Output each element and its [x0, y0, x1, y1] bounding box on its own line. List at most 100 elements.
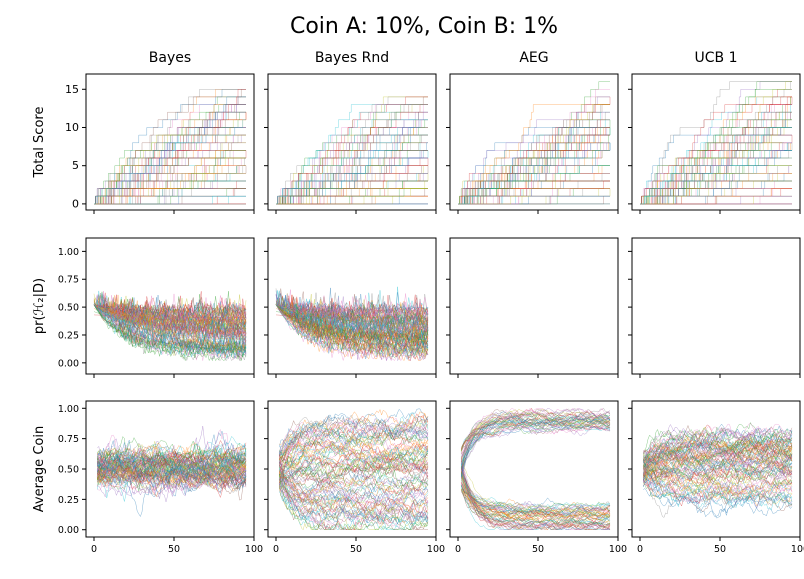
- series-line-run-69: [276, 150, 429, 205]
- series-line-run-91: [276, 195, 428, 205]
- series-line-run-47: [94, 195, 246, 205]
- figure-title: Coin A: 10%, Coin B: 1%: [290, 14, 558, 39]
- axes-frame: [85, 73, 255, 211]
- series-line-run-98: [275, 304, 429, 357]
- series-lines: [642, 421, 793, 519]
- series-line-run-79: [94, 180, 246, 205]
- series-line-run-18: [640, 119, 792, 205]
- series-line-run-47: [458, 180, 610, 205]
- series-line-run-64: [276, 165, 428, 205]
- series-line-run-57: [94, 89, 246, 205]
- series-line-run-87: [279, 418, 429, 465]
- series-line-run-87: [276, 134, 428, 205]
- series-line-run-75: [640, 134, 792, 205]
- series-line-run-80: [643, 486, 793, 519]
- series-lines: [275, 286, 429, 362]
- series-line-run-62: [94, 104, 246, 205]
- series-line-run-48: [640, 180, 792, 205]
- series-line-run-81: [94, 150, 246, 205]
- series-line-run-76: [643, 466, 793, 505]
- series-line-run-55: [276, 195, 428, 205]
- series-line-run-79: [278, 473, 429, 496]
- series-lines: [458, 81, 611, 205]
- series-line-run-5: [458, 195, 610, 205]
- series-line-run-74: [640, 195, 792, 205]
- series-line-run-89: [276, 119, 428, 205]
- column-title: Bayes Rnd: [315, 50, 389, 66]
- series-line-run-93: [278, 454, 429, 514]
- series-line-run-98: [458, 188, 610, 205]
- series-line-run-68: [276, 195, 428, 205]
- series-line-run-56: [643, 451, 793, 476]
- series-line-run-65: [276, 165, 429, 205]
- series-lines: [278, 408, 429, 531]
- series-line-run-80: [458, 134, 610, 205]
- series-line-run-52: [276, 150, 428, 205]
- axes-frame: [631, 73, 801, 211]
- series-line-run-20: [458, 180, 610, 205]
- panel-r1-c1: [264, 237, 437, 378]
- series-line-run-80: [460, 411, 611, 477]
- series-line-run-72: [458, 165, 610, 205]
- series-line-run-88: [278, 442, 429, 478]
- series-line-run-56: [279, 438, 429, 465]
- series-line-run-30: [276, 119, 428, 205]
- y-tick-label: 1.00: [58, 247, 79, 258]
- series-line-run-94: [94, 104, 246, 205]
- y-tick-label: 1.00: [58, 404, 79, 415]
- series-line-run-12: [643, 426, 793, 453]
- series-line-run-58: [458, 150, 610, 205]
- series-line-run-89: [458, 165, 610, 205]
- series-line-run-14: [458, 134, 610, 205]
- panel-r2-c0: 0.00 0.25 0.50 0.75 1.00 0 50 100 Average Coin: [32, 400, 263, 555]
- series-line-run-94: [460, 460, 610, 531]
- series-line-run-56: [276, 104, 428, 205]
- series-line-run-73: [279, 454, 429, 481]
- series-line-run-26: [460, 407, 611, 475]
- series-line-run-13: [94, 150, 247, 205]
- series-line-run-7: [458, 104, 610, 205]
- series-line-run-99: [97, 457, 247, 481]
- series-line-run-71: [94, 104, 246, 205]
- series-line-run-92: [94, 180, 246, 205]
- series-line-run-93: [642, 460, 793, 488]
- series-line-run-99: [460, 421, 611, 467]
- panel-r2-c2: 0 50 100: [446, 400, 627, 555]
- series-line-run-82: [276, 134, 428, 205]
- series-line-run-82: [458, 165, 610, 205]
- series-lines: [96, 425, 247, 518]
- series-line-run-97: [460, 410, 611, 458]
- series-line-run-65: [94, 134, 246, 205]
- series-line-run-95: [275, 300, 429, 341]
- series-line-run-69: [640, 150, 792, 205]
- series-line-run-18: [94, 119, 246, 205]
- series-line-run-89: [93, 303, 247, 359]
- series-line-run-78: [460, 418, 611, 451]
- series-line-run-70: [640, 119, 792, 205]
- series-line-run-24: [94, 134, 246, 205]
- y-tick-label: 0.00: [58, 358, 79, 369]
- series-line-run-71: [460, 484, 611, 519]
- series-line-run-95: [460, 479, 611, 531]
- series-line-run-45: [276, 195, 428, 205]
- y-tick-label: 0.25: [58, 330, 79, 341]
- series-line-run-86: [276, 134, 428, 205]
- series-line-run-97: [94, 104, 246, 205]
- series-line-run-32: [276, 180, 428, 205]
- series-line-run-70: [278, 486, 429, 525]
- series-line-run-62: [278, 473, 429, 531]
- y-tick-label: 0.25: [58, 495, 79, 506]
- series-line-run-20: [640, 134, 792, 205]
- x-tick-label: 100: [609, 544, 627, 555]
- series-line-run-23: [94, 195, 246, 205]
- panel-r0-c2: AEG: [446, 50, 619, 214]
- series-line-run-0: [458, 150, 610, 205]
- series-line-run-39: [458, 195, 610, 205]
- series-line-run-89: [640, 127, 792, 205]
- series-line-run-87: [458, 195, 610, 205]
- series-line-run-99: [94, 119, 246, 205]
- series-line-run-84: [460, 424, 611, 460]
- series-line-run-78: [642, 435, 793, 477]
- series-line-run-86: [93, 304, 247, 341]
